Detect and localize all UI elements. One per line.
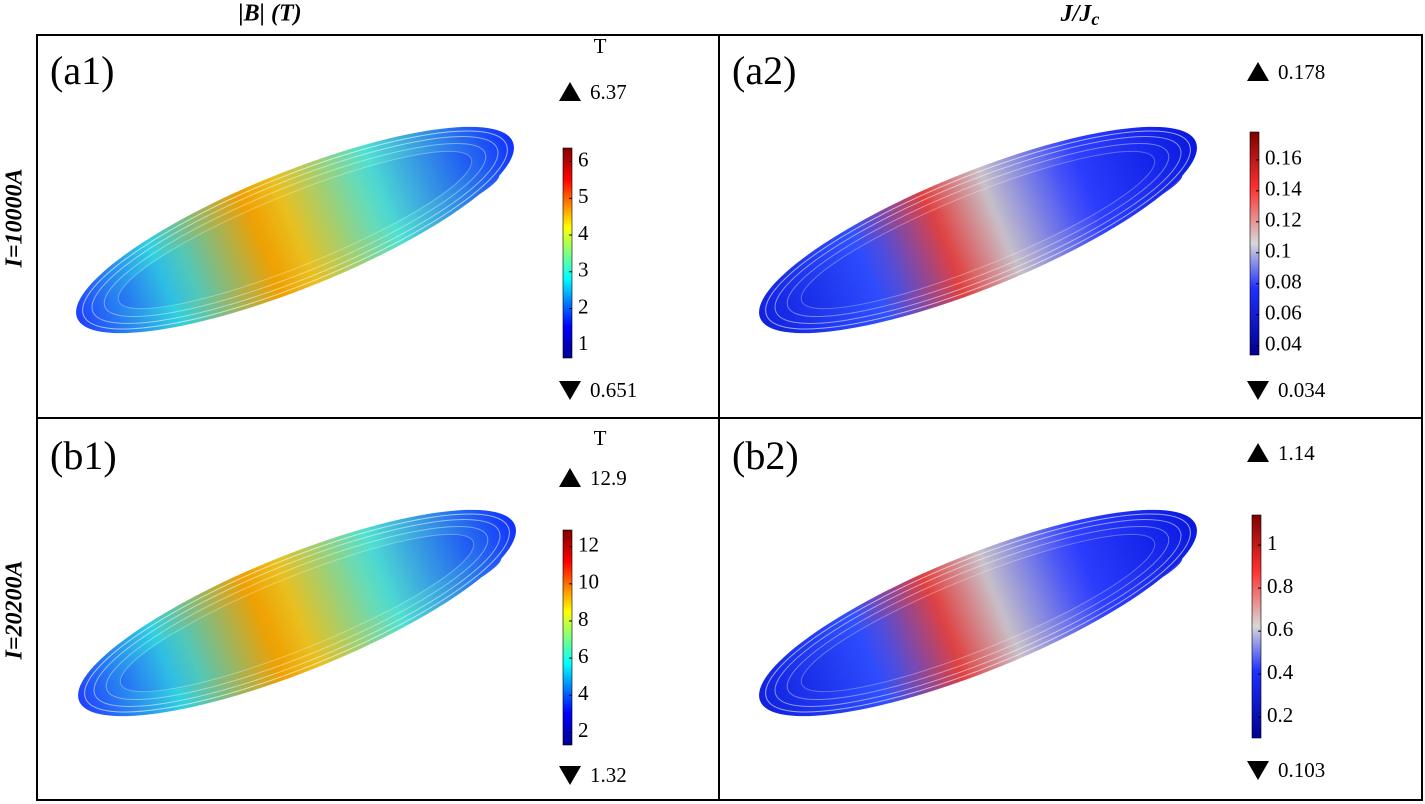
coil-render <box>56 470 538 756</box>
tick-label: 0.4 <box>1267 660 1294 684</box>
tick-label: 0.14 <box>1265 177 1302 201</box>
colorbar <box>1251 514 1262 739</box>
max-value: 1.14 <box>1278 441 1315 465</box>
header-subscript: c <box>1091 9 1099 29</box>
tick-label: 5 <box>578 184 589 208</box>
coil-render <box>737 87 1219 373</box>
max-marker <box>559 468 581 487</box>
tick-label: 6 <box>578 147 589 171</box>
min-marker <box>1247 761 1269 780</box>
tick-label: 4 <box>578 221 589 245</box>
tick-label: 4 <box>578 681 589 705</box>
max-marker <box>1247 62 1269 81</box>
colorbar <box>562 147 573 359</box>
tick-label: 0.16 <box>1265 146 1302 170</box>
tick-label: 6 <box>578 644 589 668</box>
panel-label: (b1) <box>50 433 117 478</box>
tick-label: 0.08 <box>1265 270 1302 294</box>
tick-label: 12 <box>578 533 599 557</box>
max-value: 12.9 <box>590 466 627 490</box>
panel-label: (a2) <box>732 48 796 93</box>
tick-label: 8 <box>578 607 589 631</box>
colorbar <box>1249 131 1260 356</box>
max-value: 0.178 <box>1278 60 1325 84</box>
panel-label: (a1) <box>50 48 114 93</box>
tick-label: 0.8 <box>1267 574 1293 598</box>
colorbar <box>562 529 573 746</box>
max-value: 6.37 <box>590 80 627 104</box>
min-value: 0.651 <box>590 378 637 402</box>
tick-label: 2 <box>578 294 589 318</box>
header-text: J/J <box>1060 1 1093 27</box>
max-marker <box>559 82 581 101</box>
tick-label: 3 <box>578 258 589 282</box>
unit-label: T <box>594 426 607 450</box>
panel-label: (b2) <box>732 433 799 478</box>
min-value: 0.103 <box>1278 758 1325 782</box>
tick-label: 0.04 <box>1265 332 1302 356</box>
unit-label: T <box>594 34 607 58</box>
min-value: 0.034 <box>1278 378 1326 402</box>
tick-label: 0.06 <box>1265 301 1302 325</box>
min-marker <box>1247 381 1269 400</box>
column-header: J/Jc <box>1060 1 1100 30</box>
tick-label: 2 <box>578 718 589 742</box>
tick-label: 0.12 <box>1265 208 1302 232</box>
tick-label: 0.6 <box>1267 617 1293 641</box>
coil-render <box>737 470 1219 756</box>
coil-render <box>54 87 536 373</box>
row-label: I=10000A <box>2 168 28 268</box>
tick-label: 0.2 <box>1267 703 1293 727</box>
tick-label: 0.1 <box>1265 239 1291 263</box>
row-label: I=20200A <box>2 560 28 660</box>
min-value: 1.32 <box>590 763 627 787</box>
min-marker <box>559 381 581 400</box>
column-header: |B| (T) <box>238 1 301 27</box>
tick-label: 1 <box>1267 531 1278 555</box>
tick-label: 1 <box>578 331 589 355</box>
max-marker <box>1247 443 1269 462</box>
tick-label: 10 <box>578 570 599 594</box>
min-marker <box>559 766 581 785</box>
